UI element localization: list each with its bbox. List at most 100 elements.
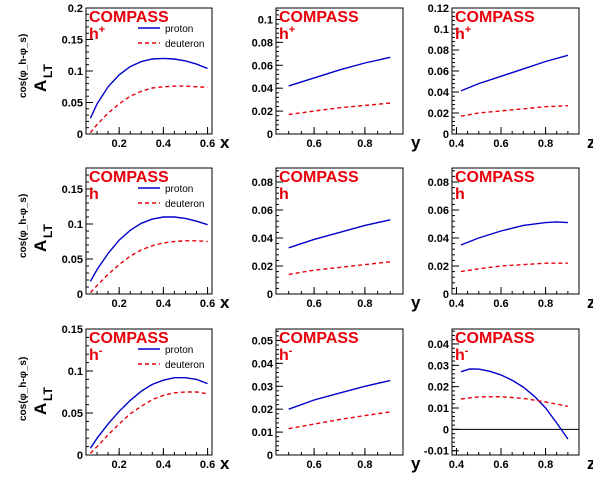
y-tick-label: 0.03 — [252, 381, 273, 393]
series-deuteron-line — [89, 240, 208, 294]
y-axis-title-sup: cos(φ_h-φ_s) — [18, 194, 29, 258]
series-proton-line — [460, 221, 568, 246]
y-tick-label: 0.15 — [62, 35, 83, 47]
hadron-charge: - — [465, 345, 469, 357]
hadron-charge: - — [99, 345, 103, 357]
x-axis-variable-label: x — [220, 133, 230, 152]
experiment-label: COMPASS — [89, 169, 169, 186]
y-axis-title-sub: LT — [41, 64, 55, 78]
x-axis-variable-label: z — [587, 454, 593, 473]
y-tick-label: 0 — [77, 289, 83, 301]
y-axis-title-main: A — [31, 403, 50, 415]
panel-z-hplus: 0.4 0.6 0.8 0 0.02 0.04 0.06 0.08 0.1 0.12 z COMPAS… — [428, 3, 593, 152]
hadron-label: h — [89, 186, 99, 203]
y-tick-label: 0.05 — [62, 408, 83, 420]
y-tick-label: 0.1 — [68, 66, 83, 78]
x-tick-label: 0.4 — [156, 459, 172, 471]
experiment-label: COMPASS — [455, 169, 535, 186]
y-axis-title-row-2: A LT cos(φ_h-φ_s) — [18, 357, 55, 421]
y-tick-label: 0.02 — [428, 108, 449, 120]
legend: proton deuteron — [138, 345, 204, 371]
x-tick-label: 0.2 — [112, 459, 127, 471]
y-tick-label: 0.02 — [428, 382, 449, 394]
y-tick-label: 0.2 — [68, 3, 83, 15]
y-tick-label: 0.1 — [68, 219, 83, 231]
y-tick-label: 0.08 — [252, 37, 273, 49]
plot-frame — [451, 167, 580, 295]
legend-deuteron-label: deuteron — [165, 39, 204, 50]
series-deuteron-line — [288, 411, 391, 430]
x-tick-label: 0.8 — [357, 298, 372, 310]
y-tick-label: 0.02 — [252, 404, 273, 416]
y-tick-label: 0.15 — [62, 184, 83, 196]
x-tick-label: 0.4 — [156, 138, 172, 150]
y-tick-label: 0.06 — [252, 205, 273, 217]
hadron-label: h — [279, 186, 289, 203]
legend-deuteron-label: deuteron — [165, 199, 204, 210]
experiment-label: COMPASS — [455, 330, 535, 347]
series-deuteron-line — [460, 105, 568, 117]
x-axis-variable-label: z — [587, 293, 593, 312]
y-tick-label: 0 — [267, 129, 273, 141]
y-tick-label: 0.04 — [428, 87, 450, 99]
y-tick-label: 0.04 — [252, 83, 274, 95]
y-tick-label: 0.02 — [252, 261, 273, 273]
y-tick-label: 0.04 — [428, 339, 450, 351]
x-tick-label: 0.6 — [200, 298, 215, 310]
experiment-label: COMPASS — [279, 169, 359, 186]
hadron-label: h+ — [89, 24, 105, 43]
y-tick-label: 0.15 — [62, 324, 83, 336]
x-tick-label: 0.8 — [538, 138, 553, 150]
x-tick-label: 0.6 — [493, 459, 508, 471]
hadron-label: h- — [279, 345, 293, 364]
y-axis-title-row-0: A LT cos(φ_h-φ_s) — [18, 34, 55, 98]
plot-frame — [275, 328, 404, 456]
series-deuteron-line — [288, 261, 391, 276]
x-tick-label: 0.6 — [306, 138, 321, 150]
x-axis-variable-label: y — [411, 133, 421, 152]
hadron-charge: + — [465, 24, 471, 36]
legend-deuteron-label: deuteron — [165, 360, 204, 371]
experiment-label: COMPASS — [279, 9, 359, 26]
hadron-charge: - — [289, 345, 293, 357]
series-proton-line — [89, 57, 208, 119]
x-tick-label: 0.8 — [538, 459, 553, 471]
y-tick-label: 0.05 — [62, 98, 83, 110]
x-axis-variable-label: y — [411, 293, 421, 312]
y-tick-label: 0.12 — [428, 3, 449, 15]
y-tick-label: 0.04 — [428, 233, 450, 245]
experiment-label: COMPASS — [279, 330, 359, 347]
hadron-label: h — [455, 186, 465, 203]
experiment-label: COMPASS — [89, 9, 169, 26]
series-deuteron-line — [89, 85, 208, 134]
panel-z-hminus: 0.4 0.6 0.8 -0.01 0 0.01 0.02 0.03 0.04 z COMPASSh… — [424, 328, 593, 473]
x-tick-label: 0.8 — [538, 298, 553, 310]
series-proton-line — [460, 54, 569, 92]
plot-frame — [85, 328, 213, 456]
x-tick-label: 0.6 — [493, 138, 508, 150]
y-tick-label: 0 — [267, 450, 273, 462]
y-tick-label: 0 — [77, 450, 83, 462]
y-tick-label: 0.04 — [252, 233, 274, 245]
x-axis-variable-label: x — [220, 293, 230, 312]
y-tick-label: 0.02 — [252, 106, 273, 118]
x-tick-label: 0.6 — [200, 459, 215, 471]
x-tick-label: 0.6 — [493, 298, 508, 310]
experiment-label: COMPASS — [455, 9, 535, 26]
x-tick-label: 0.4 — [449, 138, 465, 150]
hadron-charge: + — [99, 24, 105, 36]
series-deuteron-line — [460, 262, 568, 273]
x-axis-variable-label: z — [587, 133, 593, 152]
y-tick-label: 0.05 — [62, 254, 83, 266]
y-tick-label: 0.04 — [252, 358, 274, 370]
y-tick-label: 0 — [443, 129, 449, 141]
y-tick-label: 0.08 — [252, 177, 273, 189]
y-tick-label: 0.01 — [428, 403, 449, 415]
legend: proton deuteron — [138, 184, 204, 210]
x-tick-label: 0.6 — [306, 459, 321, 471]
